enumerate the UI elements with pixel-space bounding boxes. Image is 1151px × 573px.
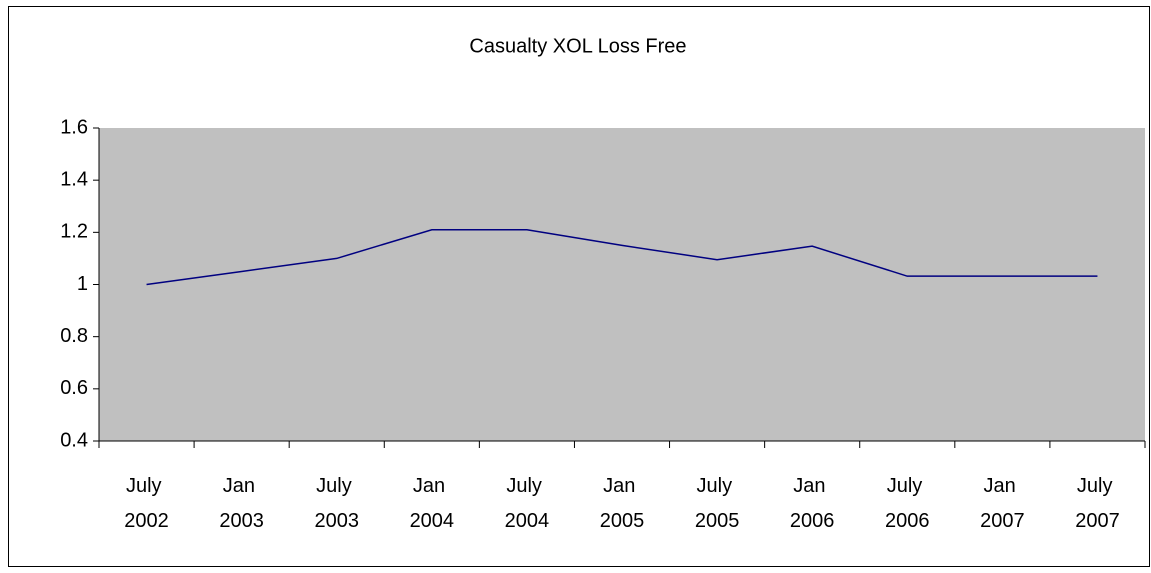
x-tick-label: Jan 2006 [790,475,835,532]
x-tick-label: July 2004 [505,475,550,532]
y-tick-label: 0.6 [60,377,88,399]
x-tick-label: July 2003 [314,475,359,532]
line-series [146,228,1098,286]
y-tick-label: 1.6 [60,116,88,138]
x-tick-label: Jan 2003 [219,475,264,532]
y-tick-label: 0.4 [60,429,88,451]
x-tick-label: July 2005 [695,475,740,532]
y-tick-label: 1 [77,273,88,295]
x-tick-label: Jan 2004 [410,475,455,532]
y-tick-label: 1.4 [60,168,88,190]
chart-title: Casualty XOL Loss Free [469,35,686,57]
x-tick-label: July 2002 [124,475,169,532]
plot-area [99,128,1145,441]
y-tick-label: 0.8 [60,325,88,347]
x-tick-label: Jan 2007 [980,475,1025,532]
y-tick-label: 1.2 [60,221,88,243]
x-tick-label: July 2007 [1075,475,1120,532]
x-tick-label: Jan 2005 [600,475,645,532]
x-tick-label: July 2006 [885,475,930,532]
